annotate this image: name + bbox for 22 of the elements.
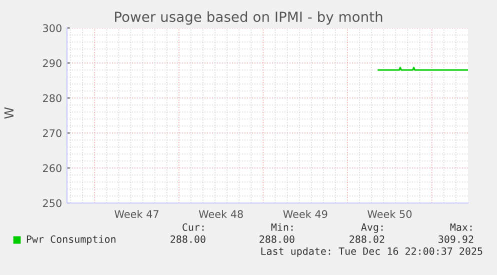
y-tick-label: 260 (43, 164, 62, 172)
y-tick-label: 250 (43, 199, 62, 208)
text: Last update: Tue Dec 16 22:00:37 2025 (261, 247, 482, 257)
text: Max: (450, 223, 472, 231)
x-tick-label: Week 47 (114, 210, 158, 218)
text: Min: (271, 223, 293, 231)
y-tick-label: 270 (43, 129, 62, 138)
y-tick-label: 300 (43, 24, 62, 32)
x-tick-label: Week 50 (368, 210, 412, 218)
text: 288.02 (350, 235, 384, 243)
y-tick-label: 290 (43, 59, 62, 68)
chart-title: Power usage based on IPMI - by month (115, 11, 382, 25)
legend-label: Pwr Consumption (26, 235, 116, 245)
text: Cur: (182, 223, 204, 231)
text: Avg: (361, 223, 383, 233)
y-axis-title: W (4, 107, 14, 119)
y-tick-label: 280 (43, 94, 62, 102)
text: 288.00 (170, 235, 206, 243)
text: 309.92 (438, 235, 474, 243)
text: 288.00 (260, 235, 294, 243)
x-tick-label: Week 49 (283, 210, 328, 218)
x-tick-label: Week 48 (198, 210, 243, 218)
